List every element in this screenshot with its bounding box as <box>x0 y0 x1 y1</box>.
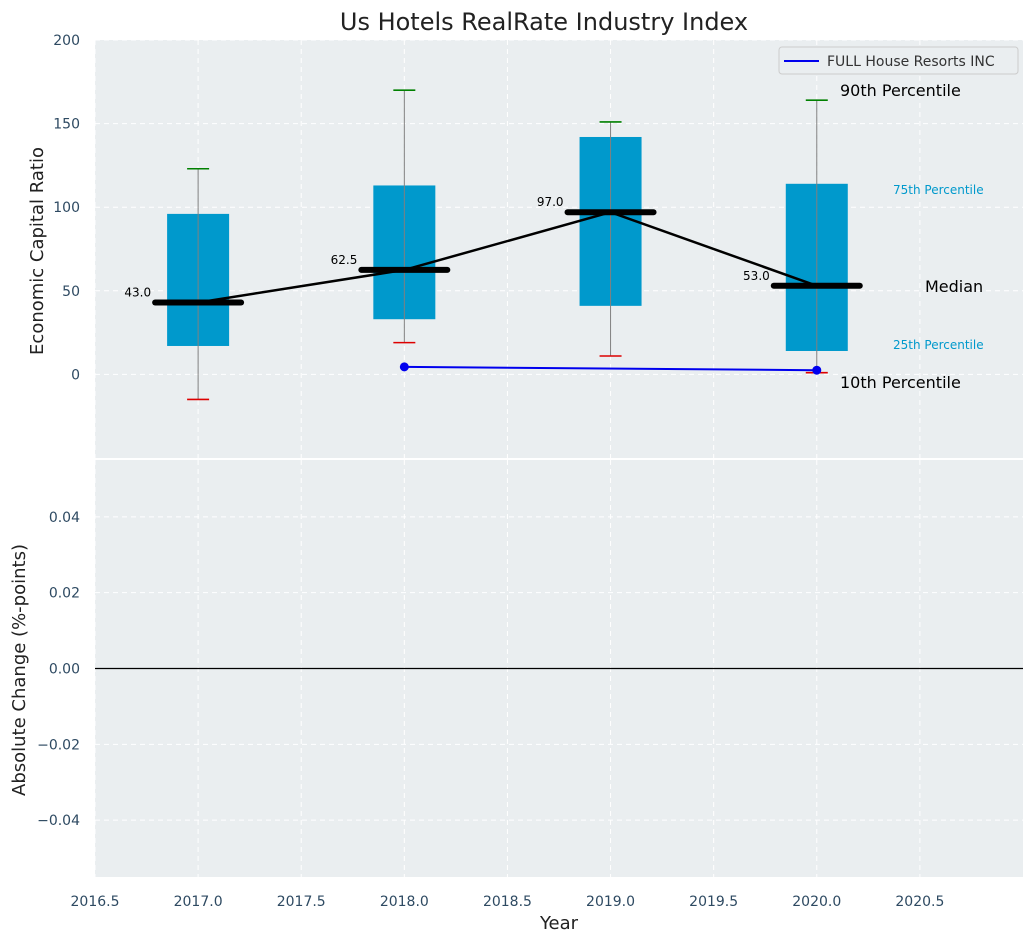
x-tick-label: 2019.0 <box>586 894 635 910</box>
legend-label: FULL House Resorts INC <box>827 54 995 70</box>
series-layer <box>399 362 822 375</box>
bottom-y-tick-label: 0.00 <box>49 662 80 678</box>
x-tick-label: 2020.0 <box>792 894 841 910</box>
median-value-label: 53.0 <box>743 269 770 283</box>
bottom-y-tick-labels: −0.04 −0.02 0.00 0.02 0.04 <box>37 510 80 829</box>
bottom-y-tick-label: −0.02 <box>37 737 80 753</box>
median-trend-line <box>197 210 818 304</box>
top-y-tick-label: 150 <box>53 117 80 133</box>
x-axis-label: Year <box>539 913 579 934</box>
top-y-tick-label: 100 <box>53 200 80 216</box>
annotation-p75: 75th Percentile <box>893 183 984 197</box>
annotation-p25: 25th Percentile <box>893 338 984 352</box>
top-y-tick-label: 50 <box>62 284 80 300</box>
series-line <box>404 365 817 372</box>
top-y-tick-labels: 0 50 100 150 200 <box>53 33 80 383</box>
top-y-tick-label: 200 <box>53 33 80 49</box>
bottom-panel: −0.04 −0.02 0.00 0.02 0.04 Absolute Change (… <box>9 460 1023 877</box>
top-y-tick-label: 0 <box>71 367 80 383</box>
x-tick-label: 2018.5 <box>483 894 532 910</box>
annotation-median: Median <box>925 277 983 296</box>
legend: FULL House Resorts INC <box>778 46 1019 75</box>
top-panel-background <box>95 40 1023 458</box>
median-value-label: 97.0 <box>537 195 564 209</box>
x-tick-label: 2019.5 <box>689 894 738 910</box>
x-tick-label: 2016.5 <box>71 894 120 910</box>
bottom-y-tick-label: 0.04 <box>49 510 80 526</box>
chart-title: Us Hotels RealRate Industry Index <box>340 8 748 36</box>
bottom-y-tick-label: −0.04 <box>37 813 80 829</box>
series-point <box>812 365 822 375</box>
legend-box <box>778 46 1019 75</box>
annotation-p90: 90th Percentile <box>840 81 961 100</box>
x-tick-labels: 2016.5 2017.0 2017.5 2018.0 2018.5 2019.0 2019… <box>71 894 945 910</box>
series-point <box>399 362 409 372</box>
bottom-y-tick-label: 0.02 <box>49 586 80 602</box>
median-value-label: 43.0 <box>124 286 151 300</box>
top-y-axis-label: Economic Capital Ratio <box>27 147 48 355</box>
median-trend <box>197 210 818 304</box>
x-tick-label: 2017.5 <box>277 894 326 910</box>
x-tick-label: 2017.0 <box>174 894 223 910</box>
x-tick-label: 2018.0 <box>380 894 429 910</box>
top-panel: 0 50 100 150 200 43.0 62.5 97.0 53.0 Economic C… <box>27 33 1023 458</box>
median-value-label: 62.5 <box>331 253 358 267</box>
bottom-y-axis-label: Absolute Change (%-points) <box>9 544 30 796</box>
x-tick-label: 2020.5 <box>895 894 944 910</box>
annotation-p10: 10th Percentile <box>840 373 961 392</box>
